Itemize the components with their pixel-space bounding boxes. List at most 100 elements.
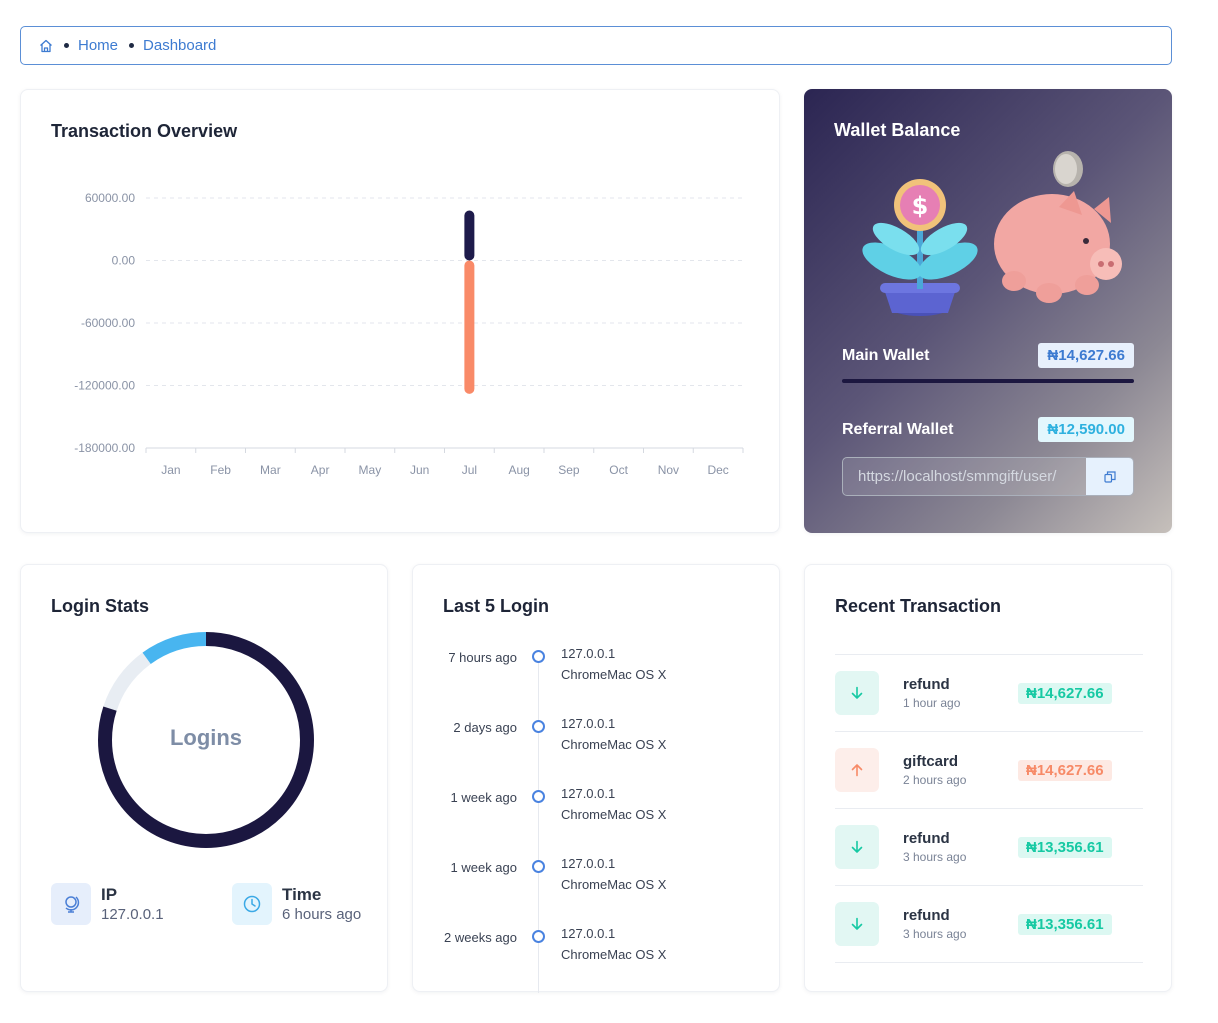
clock-icon	[232, 883, 272, 925]
y-tick-label: 0.00	[112, 254, 136, 268]
login-time: 1 week ago	[450, 860, 518, 875]
transaction-time: 3 hours ago	[903, 927, 967, 941]
svg-text:$: $	[912, 192, 929, 220]
x-tick-label: Mar	[260, 463, 281, 477]
transaction-list: refund 1 hour ago ₦14,627.66 giftcard 2 …	[835, 654, 1143, 963]
transaction-amount: ₦14,627.66	[1018, 759, 1112, 781]
time-stat: Time 6 hours ago	[232, 883, 361, 925]
breadcrumb-separator	[129, 43, 135, 48]
transaction-amount: ₦13,356.61	[1018, 913, 1112, 935]
arrow-down-icon	[835, 671, 879, 715]
login-time: 7 hours ago	[448, 650, 517, 665]
last-login-card: Last 5 Login 7 hours ago 127.0.0.1 Chrom…	[412, 564, 781, 993]
transaction-type: refund	[903, 907, 950, 924]
x-tick-label: Apr	[311, 463, 330, 477]
breadcrumb-home-link[interactable]: Home	[78, 37, 119, 54]
timeline-line	[538, 653, 539, 993]
x-tick-label: Oct	[609, 463, 628, 477]
breadcrumb-separator	[64, 43, 69, 48]
timeline-dot	[532, 790, 545, 803]
transaction-type: refund	[903, 676, 950, 693]
bar-debit	[464, 260, 475, 394]
login-agent: ChromeMac OS X	[561, 807, 667, 822]
y-tick-label: -180000.00	[74, 441, 135, 455]
ip-value: 127.0.0.1	[101, 906, 164, 923]
x-tick-label: Jan	[161, 463, 180, 477]
ip-label: IP	[101, 885, 118, 904]
main-wallet-label: Main Wallet	[842, 346, 930, 364]
x-tick-label: Nov	[658, 463, 679, 477]
copy-button[interactable]	[1086, 458, 1133, 495]
breadcrumb-current[interactable]: Dashboard	[143, 37, 217, 54]
referral-wallet-amount: ₦12,590.00	[1038, 417, 1134, 442]
recent-transaction-card: Recent Transaction refund 1 hour ago ₦14…	[804, 564, 1172, 992]
transaction-overview-card: Transaction Overview 60000.00 0.00 -60000.…	[20, 89, 780, 533]
bar-credit	[464, 210, 475, 261]
referral-link-group	[842, 457, 1134, 496]
login-ip: 127.0.0.1	[561, 646, 616, 661]
plant-illustration: $	[862, 179, 978, 316]
transaction-time: 1 hour ago	[903, 696, 961, 710]
timeline-dot	[532, 930, 545, 943]
x-tick-label: Sep	[558, 463, 580, 477]
x-tick-label: May	[359, 463, 382, 477]
login-ip: 127.0.0.1	[561, 926, 616, 941]
arrow-down-icon	[835, 902, 879, 946]
transaction-row[interactable]: refund 1 hour ago ₦14,627.66	[835, 655, 1143, 732]
x-tick-label: Jun	[410, 463, 429, 477]
x-tick-label: Feb	[210, 463, 231, 477]
login-entry: 7 hours ago 127.0.0.1 ChromeMac OS X	[413, 646, 781, 700]
transaction-time: 2 hours ago	[903, 773, 967, 787]
x-tick-label: Jul	[462, 463, 477, 477]
login-ip: 127.0.0.1	[561, 856, 616, 871]
breadcrumb: Home Dashboard	[20, 26, 1172, 65]
login-agent: ChromeMac OS X	[561, 737, 667, 752]
x-tick-label: Aug	[508, 463, 529, 477]
transaction-row[interactable]: refund 3 hours ago ₦13,356.61	[835, 809, 1143, 886]
timeline-dot	[532, 650, 545, 663]
transaction-amount: ₦14,627.66	[1018, 682, 1112, 704]
y-tick-label: -120000.00	[74, 379, 135, 393]
transaction-time: 3 hours ago	[903, 850, 967, 864]
login-agent: ChromeMac OS X	[561, 667, 667, 682]
login-entry: 1 week ago 127.0.0.1 ChromeMac OS X	[413, 856, 781, 910]
wallet-illustration: $	[862, 151, 1122, 316]
login-stats-card: Login Stats Logins IP 127.0.0.1 Time 6 h…	[20, 564, 388, 992]
transaction-row[interactable]: refund 3 hours ago ₦13,356.61	[835, 886, 1143, 963]
transaction-overview-chart: 60000.00 0.00 -60000.00 -120000.00 -180000.0…	[74, 191, 744, 477]
referral-link-input[interactable]	[843, 458, 1086, 495]
last-login-title: Last 5 Login	[443, 596, 550, 616]
copy-icon	[1103, 470, 1116, 483]
globe-icon	[51, 883, 91, 925]
ip-stat: IP 127.0.0.1	[51, 883, 164, 925]
transaction-row[interactable]: giftcard 2 hours ago ₦14,627.66	[835, 732, 1143, 809]
main-wallet-amount: ₦14,627.66	[1038, 343, 1134, 368]
main-wallet-row: Main Wallet ₦14,627.66	[842, 343, 1134, 368]
timeline-dot	[532, 860, 545, 873]
home-icon[interactable]	[38, 38, 54, 54]
login-entry: 2 days ago 127.0.0.1 ChromeMac OS X	[413, 716, 781, 770]
wallet-balance-card: Wallet Balance $	[804, 89, 1172, 533]
referral-wallet-row: Referral Wallet ₦12,590.00	[842, 417, 1134, 442]
piggy-bank-illustration	[994, 151, 1122, 303]
transaction-overview-title: Transaction Overview	[51, 121, 238, 141]
login-donut-chart	[98, 632, 314, 848]
time-value: 6 hours ago	[282, 906, 362, 923]
login-time: 2 weeks ago	[444, 930, 517, 945]
login-entry: 1 week ago 127.0.0.1 ChromeMac OS X	[413, 786, 781, 840]
y-tick-label: 60000.00	[85, 191, 135, 205]
login-time: 2 days ago	[453, 720, 517, 735]
main-wallet-progress	[842, 379, 1134, 383]
transaction-type: giftcard	[903, 753, 959, 770]
time-label: Time	[282, 885, 322, 904]
transaction-type: refund	[903, 830, 950, 847]
referral-wallet-label: Referral Wallet	[842, 420, 954, 438]
login-ip: 127.0.0.1	[561, 716, 616, 731]
timeline-dot	[532, 720, 545, 733]
login-agent: ChromeMac OS X	[561, 877, 667, 892]
login-time: 1 week ago	[450, 790, 518, 805]
login-agent: ChromeMac OS X	[561, 947, 667, 962]
login-ip: 127.0.0.1	[561, 786, 616, 801]
login-stats-title: Login Stats	[51, 596, 149, 616]
y-tick-label: -60000.00	[81, 316, 135, 330]
